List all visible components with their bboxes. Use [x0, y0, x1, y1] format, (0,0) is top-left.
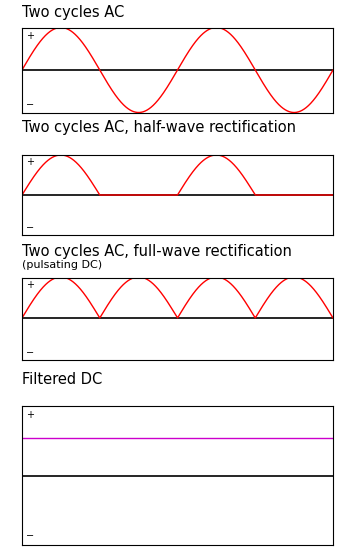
Text: Two cycles AC, full-wave rectification: Two cycles AC, full-wave rectification [22, 244, 292, 259]
Text: +: + [26, 280, 34, 290]
Text: (pulsating DC): (pulsating DC) [22, 260, 102, 270]
Text: +: + [26, 31, 34, 41]
Text: Two cycles AC, half-wave rectification: Two cycles AC, half-wave rectification [22, 120, 296, 135]
Text: −: − [26, 531, 34, 541]
Text: +: + [26, 410, 34, 420]
Text: Filtered DC: Filtered DC [22, 372, 102, 387]
Text: −: − [26, 101, 34, 111]
Text: +: + [26, 157, 34, 167]
Text: Two cycles AC: Two cycles AC [22, 5, 124, 20]
Text: −: − [26, 223, 34, 233]
Text: −: − [26, 348, 34, 358]
